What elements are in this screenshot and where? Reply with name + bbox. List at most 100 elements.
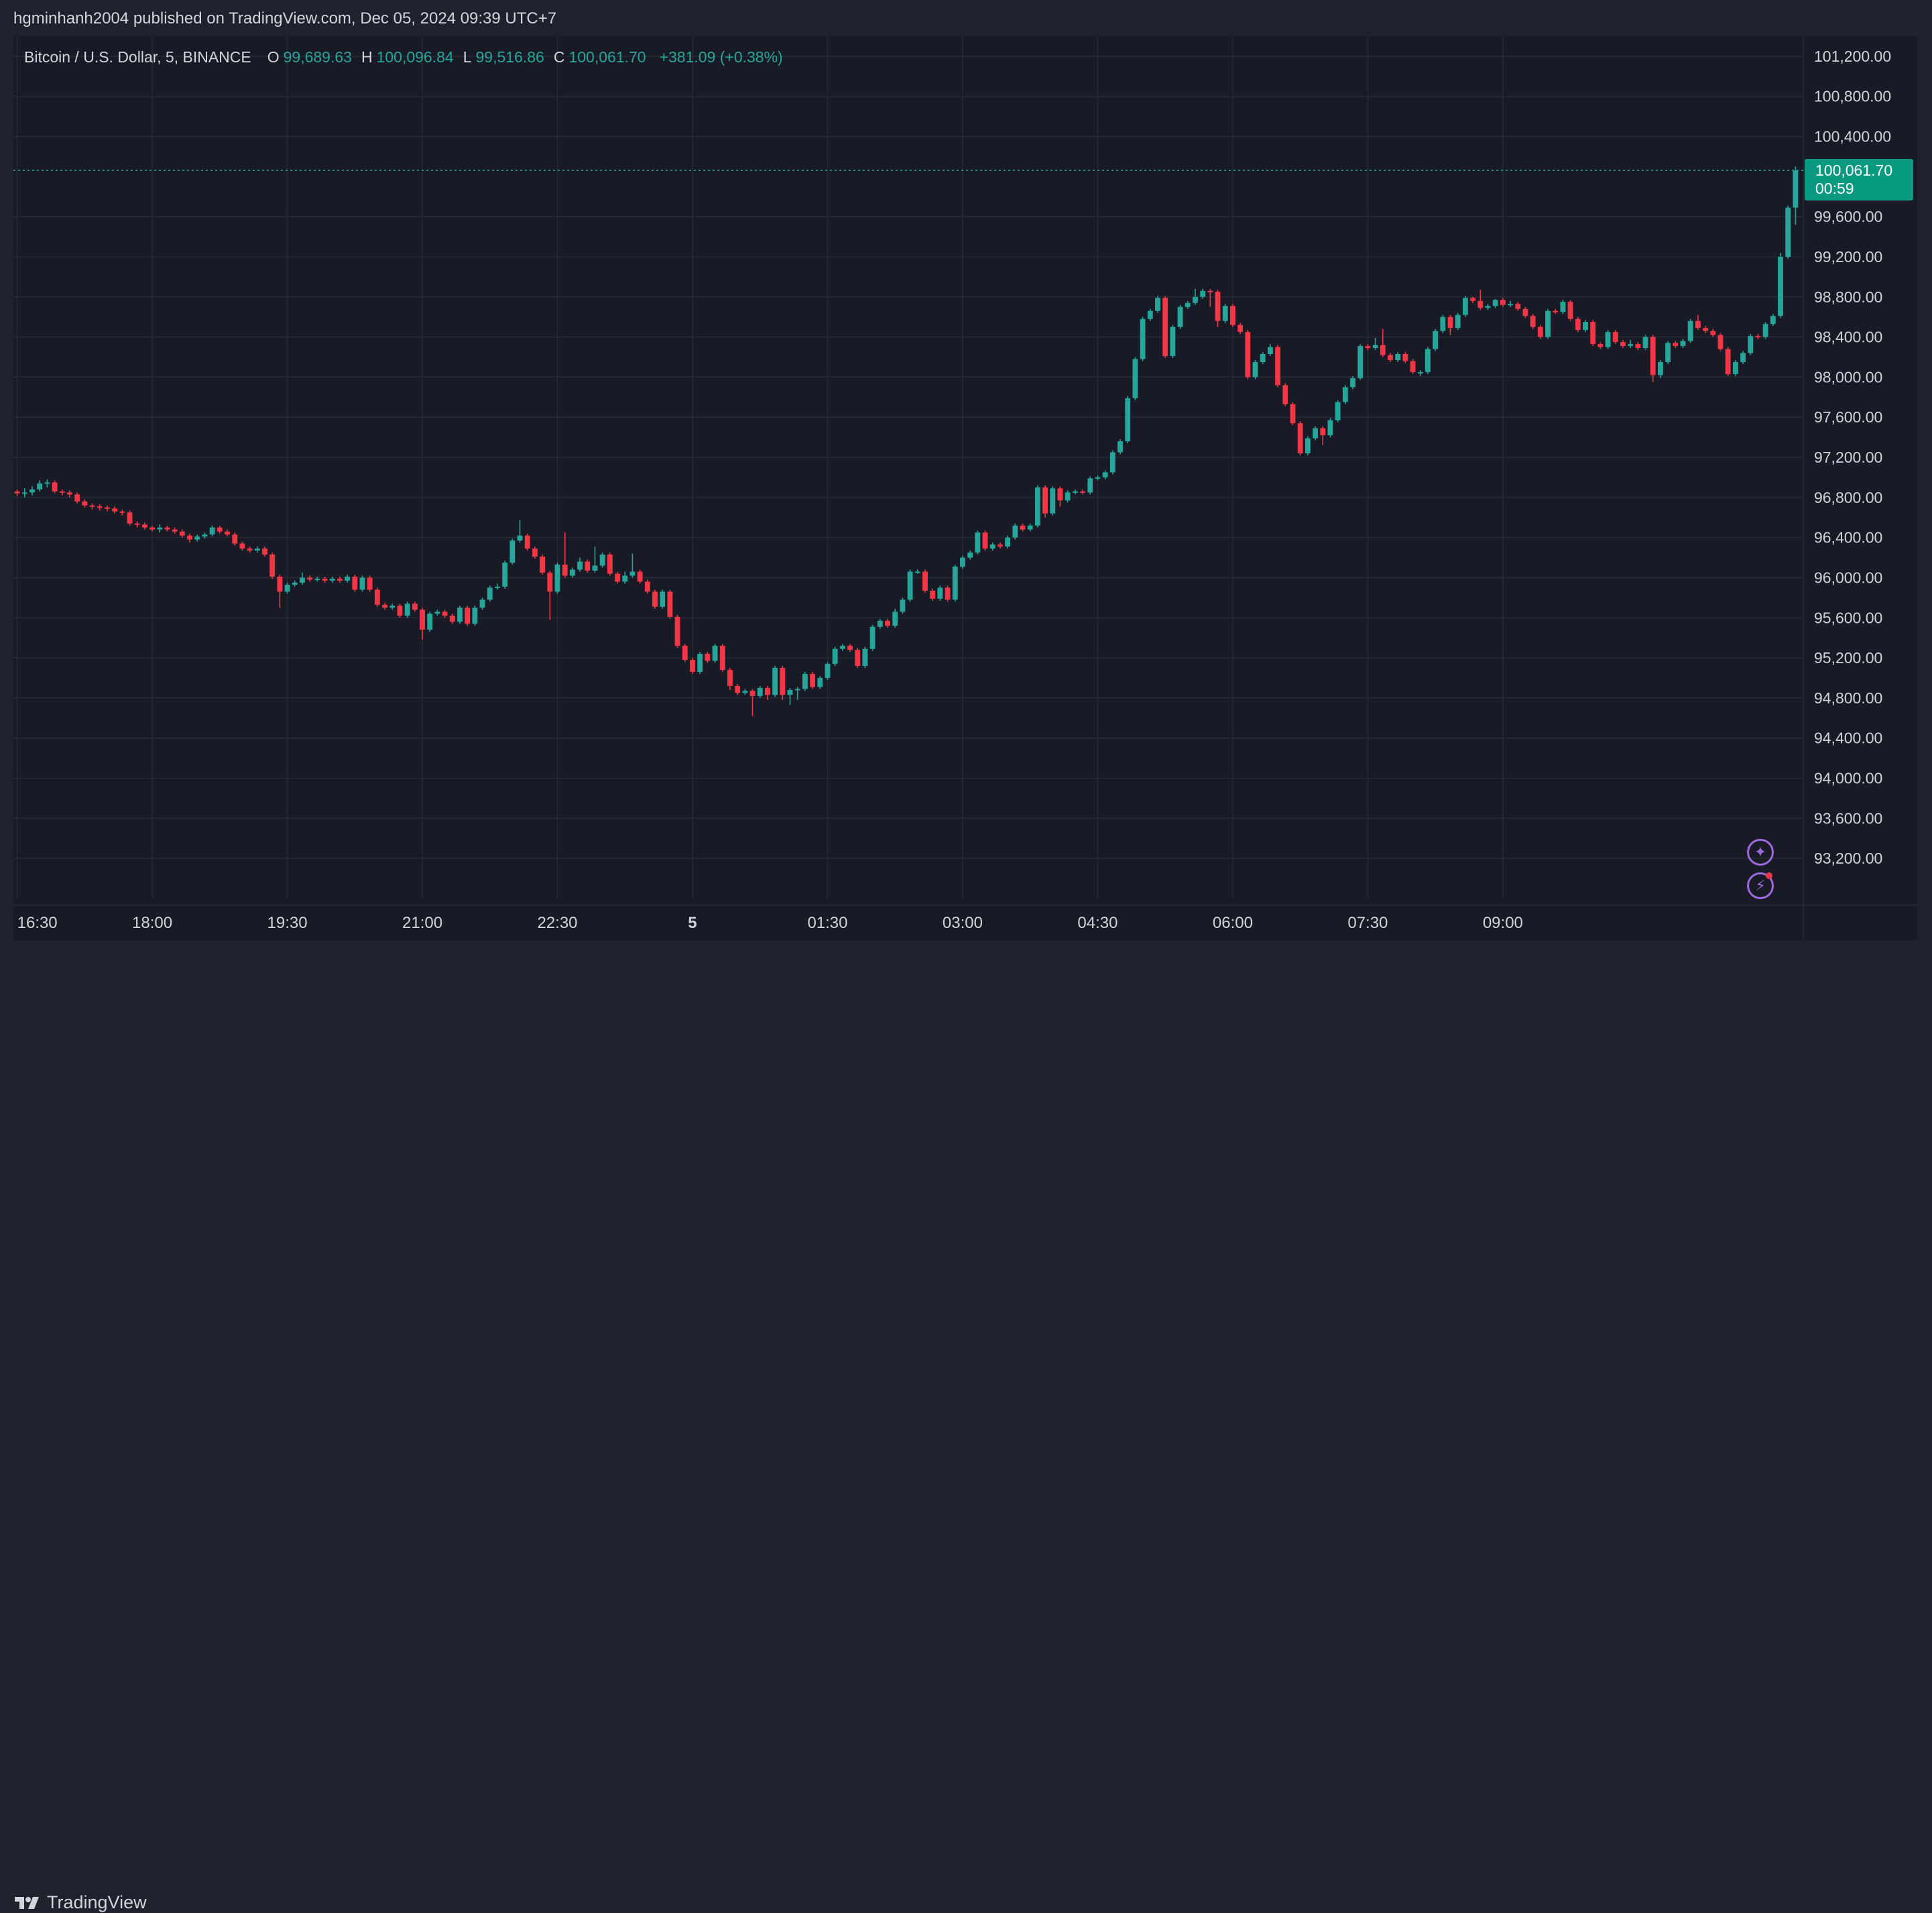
candle-body: [644, 581, 650, 592]
candle-body: [420, 610, 425, 630]
candle-body: [1650, 337, 1656, 375]
candle: [982, 530, 988, 551]
candle: [202, 532, 208, 539]
y-tick-label: 94,800.00: [1814, 689, 1882, 707]
candle: [1440, 314, 1446, 333]
candle: [1080, 489, 1085, 495]
candle-body: [1102, 472, 1108, 477]
chart-panel[interactable]: [13, 36, 1917, 940]
x-tick-label: 09:00: [1483, 914, 1523, 932]
candle: [930, 588, 936, 601]
candle-body: [547, 573, 553, 592]
candle-body: [127, 512, 133, 524]
candle-body: [1500, 300, 1506, 305]
candle-body: [307, 577, 313, 580]
candle-body: [540, 557, 546, 573]
candle-body: [21, 492, 27, 494]
candle: [1500, 298, 1506, 307]
candle-body: [855, 650, 861, 666]
candle: [1102, 470, 1108, 479]
candle: [97, 504, 103, 511]
candle-body: [892, 612, 898, 626]
candle-body: [592, 565, 598, 571]
candle-body: [352, 576, 358, 590]
candle: [975, 530, 981, 555]
candle-body: [907, 571, 913, 600]
candle-body: [1065, 492, 1071, 501]
candle-body: [1027, 525, 1033, 530]
candle: [1185, 300, 1191, 309]
symbol-name[interactable]: Bitcoin / U.S. Dollar, 5, BINANCE: [24, 48, 251, 66]
candle-body: [367, 577, 373, 590]
candle-body: [599, 555, 605, 566]
candle-body: [1673, 343, 1679, 347]
candle: [164, 525, 170, 532]
candle-body: [1508, 304, 1513, 306]
candle: [1537, 325, 1543, 339]
candle-body: [1050, 488, 1056, 514]
candle: [517, 520, 523, 543]
candle: [1575, 316, 1581, 333]
x-tick-label: 03:00: [943, 914, 983, 932]
candle: [682, 644, 688, 662]
candle-body: [660, 591, 666, 607]
candle: [1147, 308, 1153, 321]
candle: [1229, 304, 1235, 327]
tradingview-brand[interactable]: TradingView: [13, 1892, 147, 1913]
lightning-icon[interactable]: ⚡: [1747, 872, 1774, 899]
candle-body: [517, 535, 523, 541]
candle: [337, 576, 343, 583]
candle-body: [495, 586, 500, 588]
candle: [157, 524, 163, 533]
candle-body: [1433, 331, 1439, 349]
candlestick-chart[interactable]: 101,200.00 100,800.00 100,400.00 99,600.00 9…: [0, 0, 1932, 987]
candle-body: [1290, 404, 1296, 424]
candle: [749, 689, 756, 716]
tradingview-logo-icon: [15, 1896, 39, 1909]
candle-body: [697, 654, 703, 673]
candle: [247, 546, 253, 553]
candle: [1125, 396, 1131, 444]
candle: [352, 575, 358, 592]
candle-body: [1252, 361, 1258, 378]
candle: [1388, 353, 1393, 362]
candle-body: [104, 507, 110, 509]
candle: [802, 672, 808, 691]
candle: [119, 509, 125, 516]
candle: [1522, 306, 1528, 318]
candle-body: [1658, 361, 1663, 375]
candle-body: [225, 531, 230, 535]
candle: [1200, 288, 1206, 299]
candle: [1365, 344, 1371, 351]
candle: [1567, 300, 1573, 321]
candle-body: [1170, 327, 1176, 357]
candle: [1087, 476, 1093, 495]
candle: [495, 583, 500, 590]
candles-layer: [14, 166, 1799, 716]
candle-body: [1778, 256, 1783, 316]
candle-body: [914, 571, 920, 573]
candle: [644, 579, 650, 594]
candle: [479, 597, 485, 610]
candle-body: [232, 534, 238, 544]
sparkle-icon[interactable]: ✦: [1747, 839, 1774, 866]
candle: [487, 585, 493, 602]
candle: [29, 486, 35, 496]
candle: [232, 532, 238, 546]
candle-body: [817, 678, 823, 687]
candle: [1372, 338, 1378, 351]
candle-body: [239, 543, 245, 549]
candle: [262, 546, 267, 557]
candle-body: [1793, 170, 1799, 208]
candle: [839, 644, 845, 651]
candle-body: [1320, 428, 1326, 436]
candle-body: [1260, 354, 1266, 362]
candle-body: [997, 544, 1003, 547]
candle-body: [937, 587, 943, 599]
candle: [1485, 304, 1491, 310]
candle-body: [1635, 344, 1641, 349]
candle: [1380, 329, 1386, 357]
candle: [1132, 357, 1138, 400]
brand-name: TradingView: [47, 1892, 147, 1912]
candle: [967, 550, 973, 560]
